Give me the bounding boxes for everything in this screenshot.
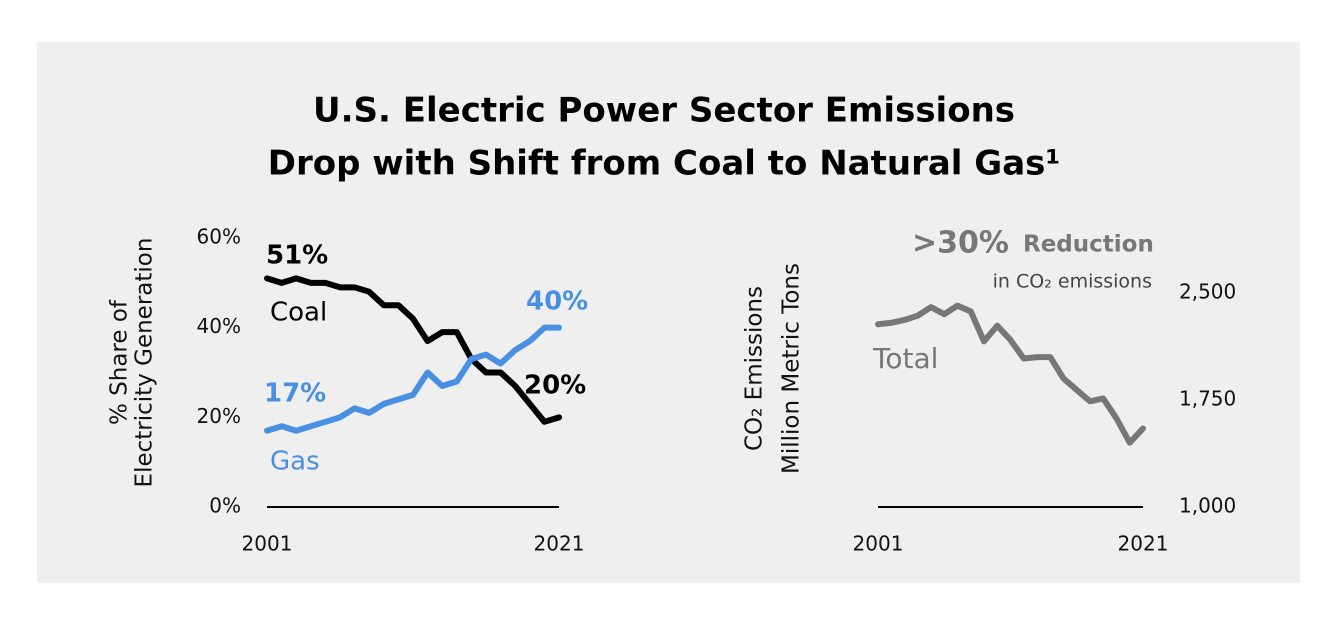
y-axis-label: Electricity Generation bbox=[132, 238, 158, 488]
annotation-headline: >30% bbox=[912, 226, 1009, 261]
y-tick-label: 20% bbox=[197, 404, 241, 428]
x-tick-label: 2001 bbox=[242, 532, 293, 556]
y-axis-label: Million Metric Tons bbox=[779, 263, 805, 474]
series-line bbox=[875, 302, 1146, 446]
data-label: 17% bbox=[264, 379, 326, 409]
series-line bbox=[264, 324, 562, 434]
title-line: Drop with Shift from Coal to Natural Gas… bbox=[268, 144, 1061, 184]
annotation-text: Reduction bbox=[1023, 232, 1154, 258]
data-label: 51% bbox=[266, 241, 328, 271]
series-line bbox=[264, 275, 562, 425]
series-name: Gas bbox=[270, 447, 320, 477]
x-tick-label: 2021 bbox=[1118, 532, 1169, 556]
y-tick-label: 2,500 bbox=[1179, 279, 1236, 303]
x-tick-label: 2001 bbox=[853, 532, 904, 556]
y-tick-label: 0% bbox=[209, 494, 241, 518]
y-tick-label: 40% bbox=[197, 314, 241, 338]
data-label: 20% bbox=[524, 371, 586, 401]
annotation-detail: in CO₂ emissions bbox=[993, 271, 1152, 293]
title-line: U.S. Electric Power Sector Emissions bbox=[313, 91, 1015, 131]
y-axis-label: CO₂ Emissions bbox=[742, 286, 768, 451]
x-tick-label: 2021 bbox=[534, 532, 585, 556]
y-axis-label: % Share of bbox=[107, 299, 133, 425]
y-tick-label: 1,000 bbox=[1179, 494, 1236, 518]
data-label: 40% bbox=[526, 287, 588, 317]
series-name: Coal bbox=[270, 298, 327, 328]
series-name: Total bbox=[872, 342, 938, 375]
panel bbox=[37, 42, 1300, 583]
y-tick-label: 1,750 bbox=[1179, 386, 1236, 410]
y-tick-label: 60% bbox=[197, 225, 241, 249]
